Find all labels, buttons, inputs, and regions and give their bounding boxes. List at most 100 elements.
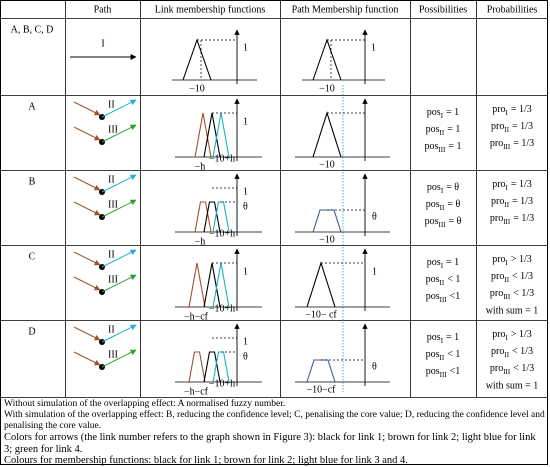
term-base: pro [491,346,504,357]
term-relation: = 1/3 [513,138,534,149]
term-subscript: III [503,218,511,226]
diagram-label: −h−cf [184,386,209,397]
term-subscript: III [503,143,511,151]
column-header: Possibilities [419,4,467,15]
membership-function [188,351,206,383]
arrow [101,174,137,193]
diagram-label: 1 [371,42,376,53]
term-relation: < 1/3 [512,271,533,282]
diagram-label: −10 [189,83,205,94]
probability: proIII < 1/3 [490,363,534,375]
membership-function [203,201,221,233]
arrow-label: III [108,349,118,360]
diagram-label: θ [372,361,377,372]
diagram-label: −10− cf [305,309,337,320]
possibility: posI = 1 [427,107,459,119]
probability: proII = 1/3 [491,121,533,133]
membership-function [203,262,221,308]
diagram-label: −10+h [209,153,235,164]
diagram-label: −10+h [209,303,235,314]
term-subscript: III [503,368,511,376]
term-relation: = 1 [446,257,459,268]
membership-function [306,261,336,308]
probability: proII < 1/3 [491,271,533,283]
term-base: pos [427,257,441,268]
term-relation: = 1 [447,124,460,135]
term-base: pos [427,182,441,193]
term-relation: = 1/3 [511,179,532,190]
term-relation: = 1/3 [511,104,532,115]
term-subscript: I [506,184,509,192]
diagram-label: 1 [243,266,248,277]
term-subscript: I [506,109,509,117]
arrow-label: III [108,124,118,135]
probability: proI > 1/3 [492,254,532,266]
term-relation: = θ [448,216,461,227]
term-relation: > 1/3 [511,329,532,340]
term-subscript: III [440,296,448,304]
term-subscript: II [504,351,509,359]
diagram-label: θ [372,211,377,222]
term-relation: = θ [446,182,459,193]
term-base: pos [424,141,438,152]
term-base: pos [427,332,441,343]
arrow-label: II [108,324,115,335]
term-base: pos [426,291,440,302]
term-subscript: II [440,354,445,362]
row-label: B [29,176,36,187]
term-relation: = 1 [446,332,459,343]
possibility: posI = 1 [427,332,459,344]
term-relation: < 1 [447,349,460,360]
term-subscript: I [506,259,509,267]
arrow [101,199,137,218]
probability: with sum = 1 [486,380,539,391]
diagram-label: −10−cf [306,384,336,395]
diagram-label: −10+h [209,228,235,239]
arrow-label: III [108,199,118,210]
possibility: posII = 1 [426,124,461,136]
diagram-label: θ [243,201,248,212]
possibility: posIII = θ [425,216,462,228]
column-header: Path Membership function [292,4,399,15]
membership-function [194,201,212,233]
term-relation: = 1/3 [512,196,533,207]
term-relation: = 1/3 [512,121,533,132]
note: Colours for membership functions: black … [4,455,408,466]
probability: proI > 1/3 [492,329,532,341]
diagram-label: 1 [372,266,377,277]
membership-function [182,38,212,81]
term-base: pos [426,124,440,135]
row-label: D [28,326,35,337]
term-base: pos [426,199,440,210]
term-subscript: II [440,279,445,287]
membership-function [312,38,342,81]
term-subscript: III [438,146,446,154]
term-subscript: III [438,221,446,229]
probability: proII = 1/3 [491,196,533,208]
diagram-label: −10+h [209,378,235,389]
diagram-label: θ [243,351,248,362]
term-base: pro [491,196,504,207]
term-relation: = 1/3 [513,213,534,224]
term-subscript: I [441,187,444,195]
term-base: pro [490,213,503,224]
term-base: pos [426,349,440,360]
term-relation: = 1 [446,107,459,118]
term-relation: < 1/3 [512,346,533,357]
term-relation: < 1 [447,274,460,285]
diagram-label: 1 [243,336,248,347]
term-base: pro [492,104,505,115]
diagram-label: 1 [243,42,248,53]
possibility: posIII <1 [426,291,461,303]
term-relation: = θ [447,199,460,210]
term-subscript: I [441,112,444,120]
term-base: pro [490,138,503,149]
term-base: pro [492,179,505,190]
possibility: posIII <1 [426,366,461,378]
arrow [73,101,101,116]
diagram-label: −h [195,161,206,172]
arrow [73,326,101,341]
